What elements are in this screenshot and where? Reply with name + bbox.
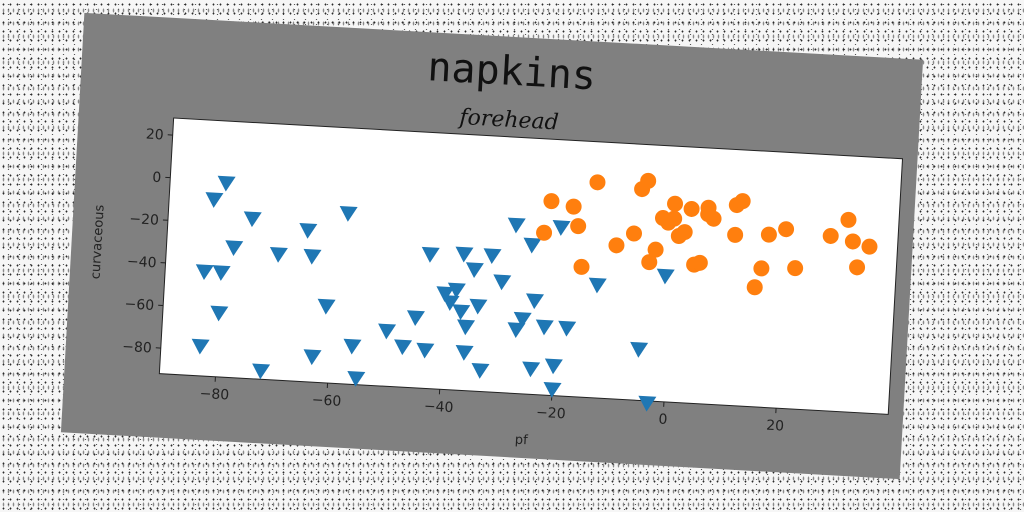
- data-point-circle: [691, 254, 708, 271]
- data-point-triangle: [421, 246, 440, 263]
- data-point-triangle: [552, 220, 571, 236]
- data-point-circle: [705, 210, 722, 227]
- data-point-triangle: [252, 363, 271, 380]
- data-point-triangle: [558, 320, 577, 337]
- data-point-triangle: [447, 282, 466, 299]
- data-point-circle: [849, 259, 866, 276]
- data-point-triangle: [465, 262, 484, 278]
- y-axis-label: curvaceous: [89, 204, 108, 279]
- data-point-triangle: [303, 248, 322, 265]
- data-point-triangle: [205, 192, 224, 208]
- data-point-circle: [589, 174, 606, 191]
- data-point-triangle: [378, 323, 397, 340]
- data-point-triangle: [217, 175, 236, 192]
- data-point-triangle: [339, 206, 358, 222]
- data-point-circle: [625, 225, 642, 242]
- data-point-triangle: [630, 341, 649, 358]
- x-tick-label: −20: [536, 405, 566, 423]
- data-point-triangle: [299, 222, 318, 239]
- data-point-triangle: [347, 370, 366, 387]
- data-point-triangle: [471, 362, 490, 379]
- y-tick-label: 20: [145, 127, 164, 144]
- data-point-triangle: [343, 338, 362, 355]
- data-point-triangle: [225, 240, 244, 256]
- data-point-triangle: [483, 248, 502, 265]
- data-point-circle: [778, 221, 795, 238]
- data-point-circle: [840, 211, 857, 228]
- data-point-triangle: [317, 298, 336, 315]
- data-point-triangle: [455, 344, 474, 361]
- data-point-circle: [683, 200, 700, 217]
- data-point-circle: [727, 226, 744, 243]
- chart-title: napkins: [426, 44, 597, 99]
- data-points: [191, 172, 878, 412]
- data-point-triangle: [455, 246, 474, 263]
- y-tick-label: −40: [127, 254, 157, 272]
- data-point-triangle: [195, 264, 214, 280]
- data-point-circle: [861, 238, 878, 255]
- data-point-triangle: [416, 342, 435, 359]
- data-point-circle: [573, 258, 590, 275]
- data-point-triangle: [191, 338, 210, 355]
- data-point-circle: [543, 193, 560, 210]
- data-point-circle: [565, 198, 582, 215]
- data-point-circle: [536, 224, 553, 241]
- data-point-circle: [746, 279, 763, 296]
- data-point-triangle: [522, 361, 541, 378]
- data-point-triangle: [507, 217, 526, 234]
- axis-ticks: −80 −60 −40 −20 0 20 20 0 −20 −40 −60 −80: [122, 127, 785, 435]
- data-point-triangle: [656, 268, 675, 285]
- data-point-circle: [844, 233, 861, 250]
- data-point-circle: [641, 254, 658, 271]
- data-point-triangle: [507, 322, 526, 339]
- data-point-triangle: [210, 305, 229, 322]
- data-point-triangle: [406, 310, 425, 326]
- data-point-circle: [822, 227, 839, 244]
- data-point-circle: [608, 237, 625, 254]
- x-tick-label: −40: [423, 398, 453, 416]
- data-point-circle: [753, 260, 770, 277]
- x-tick-label: −80: [199, 386, 229, 404]
- data-point-circle: [676, 224, 693, 241]
- data-point-triangle: [303, 349, 322, 366]
- data-point-triangle: [441, 295, 460, 311]
- data-point-circle: [647, 241, 664, 258]
- x-axis-label: pf: [514, 433, 528, 449]
- data-point-triangle: [436, 286, 455, 302]
- data-point-triangle: [457, 319, 476, 336]
- data-point-circle: [667, 195, 684, 212]
- data-point-triangle: [212, 265, 231, 281]
- data-point-circle: [760, 226, 777, 243]
- data-point-circle: [640, 172, 657, 189]
- x-tick-label: 20: [766, 418, 785, 435]
- chart-subtitle: forehead: [457, 105, 560, 136]
- data-point-triangle: [469, 298, 488, 315]
- data-point-circle: [734, 193, 751, 210]
- y-tick-label: −60: [124, 296, 154, 314]
- scatter-chart: napkins forehead −80 −60 −40 −20 0 20 20 0 −20 −4…: [89, 44, 904, 449]
- y-tick-label: −20: [129, 211, 159, 229]
- data-point-triangle: [452, 304, 471, 320]
- data-point-triangle: [526, 293, 544, 310]
- data-point-triangle: [588, 277, 607, 294]
- data-point-triangle: [544, 358, 563, 375]
- chart-figure: napkins forehead −80 −60 −40 −20 0 20 20 0 −20 −4…: [60, 12, 924, 480]
- data-point-triangle: [394, 339, 413, 356]
- y-tick-label: 0: [152, 170, 162, 186]
- data-point-triangle: [543, 381, 562, 398]
- data-point-triangle: [523, 237, 542, 254]
- data-point-triangle: [535, 319, 554, 336]
- data-point-circle: [570, 218, 587, 235]
- x-tick-label: 0: [658, 412, 668, 428]
- data-point-triangle: [269, 246, 288, 263]
- x-tick-label: −60: [311, 392, 341, 410]
- data-point-triangle: [638, 395, 657, 412]
- data-point-circle: [666, 210, 683, 227]
- y-tick-label: −80: [122, 339, 152, 357]
- data-point-triangle: [493, 274, 512, 291]
- data-point-triangle: [513, 311, 532, 328]
- data-point-circle: [787, 260, 804, 277]
- data-point-triangle: [243, 211, 262, 228]
